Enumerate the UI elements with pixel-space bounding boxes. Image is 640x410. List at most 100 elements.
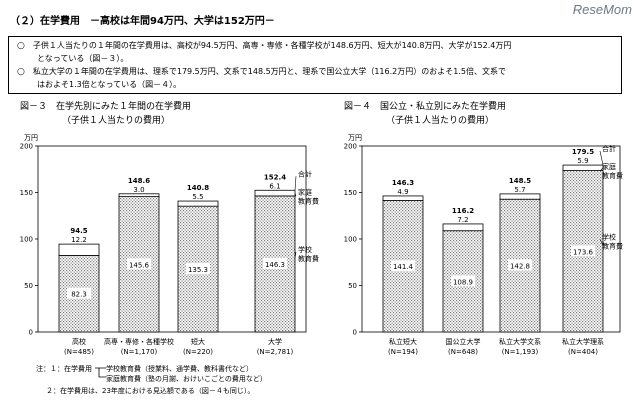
note-line2: ２：在学費用は、23年度における見込額である（図－４も同じ）。 [46,387,255,395]
chart3-total-value-label: 152.4 [264,173,286,181]
chart3-leader-school [294,251,297,259]
chart4-leader-total [599,151,604,166]
chart4-school-label-bg [508,259,532,271]
chart4-school-label-bg [451,275,475,287]
chart4-leader-home [599,167,604,172]
chart4-school-value-label: 108.9 [453,278,473,286]
chart3-school-value-label: 82.3 [71,291,87,299]
chart4-y-tick-label: 200 [344,143,357,151]
chart4-count-label: (N=1,193) [502,348,539,356]
chart3-y-tick-label: 200 [20,143,33,151]
chart4-home-value-label: 5.9 [577,157,588,165]
chart4-title: 図－４ 国公立・私立別にみた在学費用 [344,102,507,112]
chart3-count-label: (N=485) [64,348,94,356]
chart3-legend-home-1: 家庭 [298,187,312,196]
bullet-icon: ○ [17,67,25,77]
chart3-legend-home-2: 教育費 [298,196,319,205]
chart3-category-label: 高校 [72,337,86,346]
chart4-school-value-label: 141.4 [393,263,414,271]
note-home-item: 家庭教育費（塾の月謝、おけいこごとの費用など） [106,375,267,383]
chart4-home-value-label: 7.2 [457,216,468,224]
chart4-total-value-label: 146.3 [392,179,414,187]
chart4-category-label: 私立大学文系 [499,337,541,346]
chart3-bar-home-1 [118,193,160,197]
chart3-category-label: 大学 [268,337,282,346]
chart3-category-label: 高専・専修・各種学校 [104,337,174,346]
chart3-leader-total [294,176,297,191]
chart3-school-value-label: 146.3 [265,261,285,269]
summary-line-1b: となっている（図－３）。 [37,54,129,63]
chart3-y-tick-label: 0 [29,329,33,337]
chart4-bar-home-2 [499,193,541,200]
chart3-school-label-bg [67,287,91,299]
chart4-y-tick-label: 150 [344,189,357,197]
page-heading: （２）在学費用 －高校は年間94万円、大学は152万円－ [10,16,275,27]
chart3-total-value-label: 148.6 [128,177,150,185]
chart4-school-label-bg [391,260,415,272]
chart4-school-value-label: 142.8 [510,263,530,271]
chart4-count-label: (N=194) [388,348,418,356]
chart3-school-value-label: 145.6 [129,261,150,269]
chart3-total-value-label: 94.5 [70,227,87,235]
chart4-category-label: 私立短大 [389,337,417,346]
chart3-leader-home [294,193,297,197]
summary-line-2b: はおよそ1.3倍となっている（図－４）。 [37,80,182,89]
chart4-category-label: 私立大学理系 [562,337,604,346]
chart4-legend-home-2: 教育費 [602,171,623,180]
chart3-y-unit-label: 万円 [24,134,38,142]
chart3-school-label-bg [263,257,287,269]
chart3-bar-home-0 [58,243,100,256]
chart4-y-tick-label: 100 [344,236,357,244]
chart4-legend-school-1: 学校 [602,232,616,241]
chart4-count-label: (N=648) [448,348,478,356]
chart4-bar-home-1 [442,223,484,232]
chart3-home-value-label: 6.1 [269,182,280,190]
chart3-legend-school-2: 教育費 [298,254,319,263]
chart3-title: 図－３ 在学先別にみた１年間の在学費用 [20,102,192,112]
chart4-y-tick-label: 50 [348,282,357,290]
note-bracket [95,367,106,378]
chart4-total-value-label: 116.2 [452,207,474,215]
chart4-home-value-label: 5.7 [514,186,525,194]
chart4-legend-total: 合計 [602,144,616,153]
note-prefix: 注：１：在学費用 [36,365,92,373]
chart3-legend-total: 合計 [298,169,312,178]
chart3-bar-home-2 [177,200,219,207]
chart3-category-label: 短大 [191,337,205,346]
chart4-leader-school [599,239,604,246]
summary-line-2: ○ 私立大学の１年間の在学費用は、理系で179.5万円、文系で148.5万円と、… [17,67,506,77]
chart3-count-label: (N=2,781) [257,348,294,356]
chart4-total-value-label: 148.5 [509,177,531,185]
chart3-home-value-label: 5.5 [192,193,203,201]
bullet-icon: ○ [17,41,25,51]
chart3-school-value-label: 135.3 [188,266,208,274]
chart4-total-value-label: 179.5 [572,148,594,156]
chart3-subtitle: （子供１人当たりの費用） [62,116,171,126]
chart4-count-label: (N=404) [568,348,598,356]
chart4-subtitle: （子供１人当たりの費用） [386,116,495,126]
chart4-home-value-label: 4.9 [397,188,408,196]
chart3-home-value-label: 12.2 [71,236,87,244]
chart4-school-label-bg [571,245,595,257]
chart4-y-unit-label: 万円 [348,134,362,142]
summary-line-1: ○ 子供１人当たりの１年間の在学費用は、高校が94.5万円、高専・専修・各種学校… [17,41,512,51]
chart4-legend-school-2: 教育費 [602,241,623,250]
chart4-y-tick-label: 0 [353,329,357,337]
chart3-bar-home-3 [254,189,296,197]
resemom-logo: ReseMom [572,2,632,17]
chart4-bar-home-3 [562,164,604,171]
chart4-school-value-label: 173.6 [573,248,594,256]
summary-box: ○ 子供１人当たりの１年間の在学費用は、高校が94.5万円、高専・専修・各種学校… [8,36,622,94]
note-school-item: 学校教育費（授業料、通学費、教科書代など） [106,365,253,373]
chart3-y-tick-label: 150 [20,189,33,197]
chart3-school-label-bg [186,263,210,275]
chart3-legend-school-1: 学校 [298,245,312,254]
chart3-y-tick-label: 100 [20,236,33,244]
chart3-count-label: (N=1,170) [121,348,158,356]
chart3-count-label: (N=220) [183,348,213,356]
chart3-y-tick-label: 50 [24,282,33,290]
chart3-total-value-label: 140.8 [187,184,209,192]
chart4-legend-home-1: 家庭 [602,162,616,171]
chart3-school-label-bg [127,258,151,270]
